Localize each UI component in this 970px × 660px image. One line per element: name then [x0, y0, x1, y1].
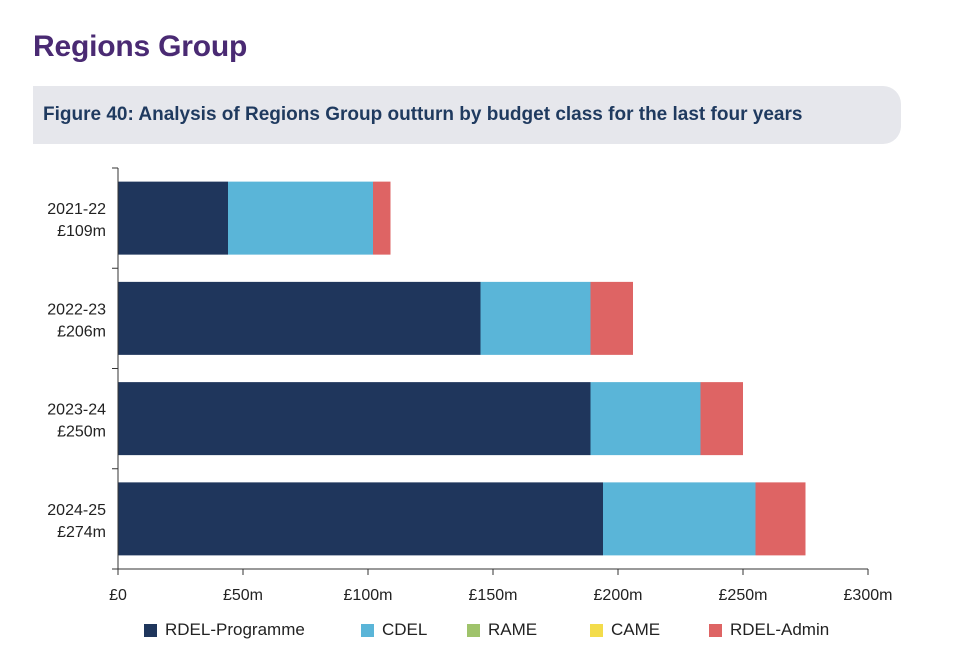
category-total-label: £206m — [57, 323, 106, 340]
category-total-label: £250m — [57, 424, 106, 441]
bar-2021-22-cdel — [228, 181, 373, 255]
x-tick-label: £250m — [719, 587, 768, 604]
x-tick-label: £300m — [844, 587, 893, 604]
legend-item-rdel-programme: RDEL-Programme — [144, 620, 305, 640]
x-tick-label: £200m — [594, 587, 643, 604]
legend-item-rame: RAME — [467, 620, 537, 640]
legend-label: CAME — [611, 620, 661, 639]
x-tick-label: £100m — [344, 587, 393, 604]
bar-2023-24-cdel — [590, 382, 701, 456]
legend-swatch — [467, 623, 480, 637]
legend-item-rdel-admin: RDEL-Admin — [709, 620, 829, 640]
figure-title-box: Figure 40: Analysis of Regions Group out… — [33, 86, 901, 144]
category-total-label: £109m — [57, 223, 106, 240]
x-tick-label: £0 — [109, 587, 127, 604]
bars-group — [118, 181, 806, 556]
legend-label: RDEL-Programme — [165, 620, 305, 639]
bar-2022-23-cdel — [480, 281, 591, 355]
legend-swatch — [709, 623, 722, 637]
bar-2024-25-rdel-admin — [755, 482, 806, 556]
figure-title: Figure 40: Analysis of Regions Group out… — [43, 104, 803, 125]
legend-label: CDEL — [382, 620, 428, 639]
bar-2024-25-cdel — [603, 482, 756, 556]
page-heading: Regions Group — [33, 30, 248, 63]
legend-label: RDEL-Admin — [730, 620, 830, 639]
bar-2022-23-rdel-admin — [590, 281, 633, 355]
legend-swatch — [590, 623, 603, 637]
legend-swatch — [144, 623, 157, 637]
bar-2023-24-rdel-admin — [700, 382, 743, 456]
bar-2021-22-rdel-programme — [118, 181, 228, 255]
x-tick-label: £150m — [469, 587, 518, 604]
category-label: 2021-22 — [47, 201, 106, 218]
legend: RDEL-Programme CDEL RAME CAME RDEL-Admin — [0, 620, 970, 644]
bar-2024-25-rdel-programme — [118, 482, 603, 556]
bar-2021-22-rdel-admin — [373, 181, 391, 255]
bar-2023-24-rdel-programme — [118, 382, 591, 456]
legend-swatch — [361, 623, 374, 637]
legend-item-came: CAME — [590, 620, 660, 640]
category-total-label: £274m — [57, 524, 106, 541]
legend-item-cdel: CDEL — [361, 620, 427, 640]
x-tick-label: £50m — [223, 587, 263, 604]
axes-group — [112, 167, 869, 575]
labels-group: 2021-22 £109m 2022-23 £206m 2023-24 £250m 2024… — [47, 201, 892, 604]
legend-label: RAME — [488, 620, 538, 639]
category-label: 2024-25 — [47, 502, 106, 519]
category-label: 2022-23 — [47, 301, 106, 318]
bar-2022-23-rdel-programme — [118, 281, 481, 355]
category-label: 2023-24 — [47, 402, 106, 419]
